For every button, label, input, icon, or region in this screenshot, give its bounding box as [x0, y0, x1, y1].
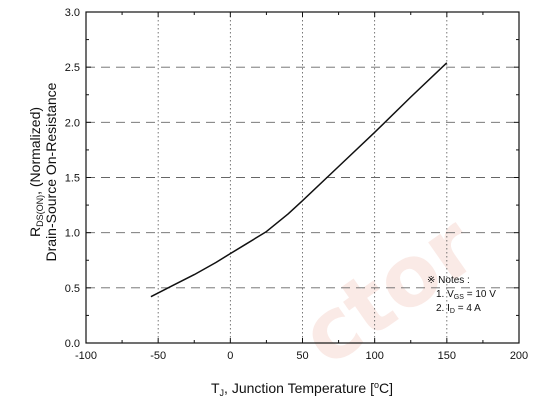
notes-line1-prefix: 1. V	[436, 289, 454, 300]
notes-title: ※ Notes :	[427, 275, 470, 286]
series-line	[150, 62, 448, 298]
y-tick-labels: 0.0 0.5 1.0 1.5 2.0 2.5 3.0	[65, 7, 80, 350]
x-axis-title-sup: o	[374, 380, 379, 390]
x-tick-label: -50	[150, 350, 166, 362]
x-tick-labels: -100 -50 0 50 100 150 200	[75, 350, 528, 362]
y-axis-title-line1: RDS(ON), (Normalized)	[27, 107, 45, 237]
x-tick-label: -100	[75, 350, 97, 362]
x-axis-title-unit: C]	[379, 380, 393, 396]
y-tick-label: 0.0	[65, 338, 80, 350]
x-tick-label: 100	[365, 350, 383, 362]
notes-line2: 2. ID = 4 A	[436, 303, 481, 315]
notes-line2-prefix: 2. I	[436, 303, 450, 314]
notes-line2-suffix: = 4 A	[455, 303, 481, 314]
y-axis-title-rest: , (Normalized)	[27, 107, 43, 195]
x-axis-title: TJ, Junction Temperature [oC]	[211, 380, 393, 398]
x-axis-title-main: T	[211, 380, 220, 396]
grid	[86, 12, 519, 343]
x-tick-label: 0	[227, 350, 233, 362]
notes-line1: 1. VGS = 10 V	[436, 289, 496, 301]
y-axis-title-main: R	[27, 227, 43, 237]
y-axis-title-line2: Drain-Source On-Resistance	[43, 82, 59, 261]
series-group	[150, 62, 448, 298]
y-tick-label: 3.0	[65, 7, 80, 19]
notes-annotation: ※ Notes : 1. VGS = 10 V 2. ID = 4 A	[427, 275, 496, 315]
tick-marks	[85, 11, 520, 344]
y-tick-label: 2.0	[65, 117, 80, 129]
x-tick-label: 200	[510, 350, 528, 362]
notes-line1-suffix: = 10 V	[464, 289, 496, 300]
x-tick-label: 150	[438, 350, 456, 362]
x-axis-title-sub: J	[220, 388, 225, 398]
y-tick-label: 1.0	[65, 228, 80, 240]
watermark: ctor	[283, 196, 495, 385]
notes-line2-sub: D	[450, 308, 455, 315]
x-axis-title-rest: , Junction Temperature [	[224, 380, 374, 396]
x-tick-label: 50	[296, 350, 308, 362]
y-tick-label: 0.5	[65, 283, 80, 295]
notes-line1-sub: GS	[454, 294, 464, 301]
y-tick-label: 2.5	[65, 62, 80, 74]
y-axis-title-sub: DS(ON)	[35, 195, 45, 227]
y-tick-label: 1.5	[65, 173, 80, 185]
